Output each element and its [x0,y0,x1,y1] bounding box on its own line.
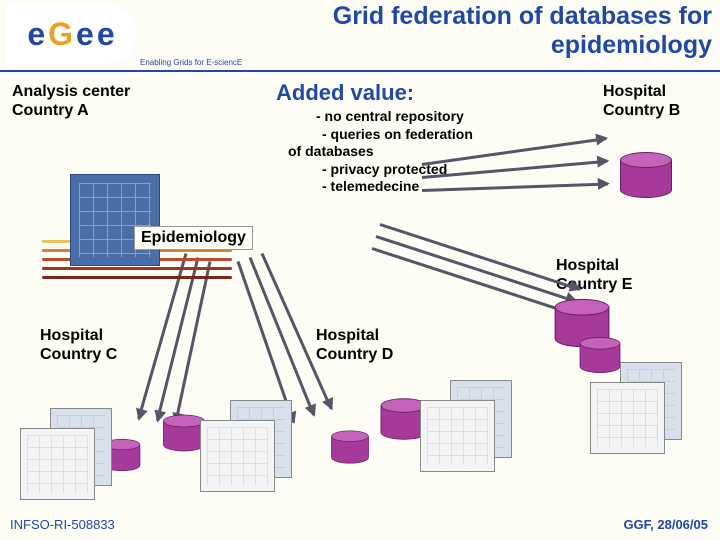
database-cylinder [620,152,672,198]
hospital-building [20,408,130,503]
label-line: Analysis center [12,83,130,100]
hospital-building [590,362,700,457]
label-line: Country A [12,102,89,119]
label-line: Country B [603,102,680,119]
label-line: Country D [316,346,393,363]
label-line: Hospital [556,257,619,274]
logo-letter: e [97,16,115,53]
epidemiology-box: Epidemiology [134,226,253,250]
header-divider [0,70,720,72]
added-value-list: - no central repository - queries on fed… [288,108,473,196]
title-line1: Grid federation of databases for [333,2,712,30]
arrow [372,247,573,315]
label-line: Hospital [40,327,103,344]
label-analysis: Analysis center Country A [12,82,130,120]
label-line: Hospital [316,327,379,344]
header: e G e e Grid federation of databases for… [0,0,720,72]
arrow [380,223,581,291]
footnote-right: GGF, 28/06/05 [623,517,708,532]
hospital-building [200,400,310,495]
label-line: Hospital [603,83,666,100]
bullet: of databases [288,143,473,161]
arrow [376,235,577,303]
label-hospital-d: Hospital Country D [316,326,393,364]
label-hospital-c: Hospital Country C [40,326,117,364]
logo-letter: e [27,16,45,53]
label-hospital-e: Hospital Country E [556,256,632,294]
database-cylinder [163,415,205,452]
logo-letter: e [76,16,94,53]
footnote-left: INFSO-RI-508833 [10,517,115,532]
title-line2: epidemiology [551,31,712,59]
bullet: - telemedecine [288,178,473,196]
added-value-title: Added value: [276,80,414,106]
hospital-building [420,380,530,475]
logo-letter: G [48,16,73,53]
database-cylinder [331,430,368,463]
label-hospital-b: Hospital Country B [603,82,680,120]
analysis-building [70,174,160,266]
bullet: - no central repository [288,108,473,126]
label-line: Country C [40,346,117,363]
egee-logo: e G e e [6,4,136,64]
page-subtitle: Enabling Grids for E-sciencE [140,58,242,67]
page-title: Grid federation of databases for epidemi… [140,2,712,60]
bullet: - queries on federation [288,126,473,144]
